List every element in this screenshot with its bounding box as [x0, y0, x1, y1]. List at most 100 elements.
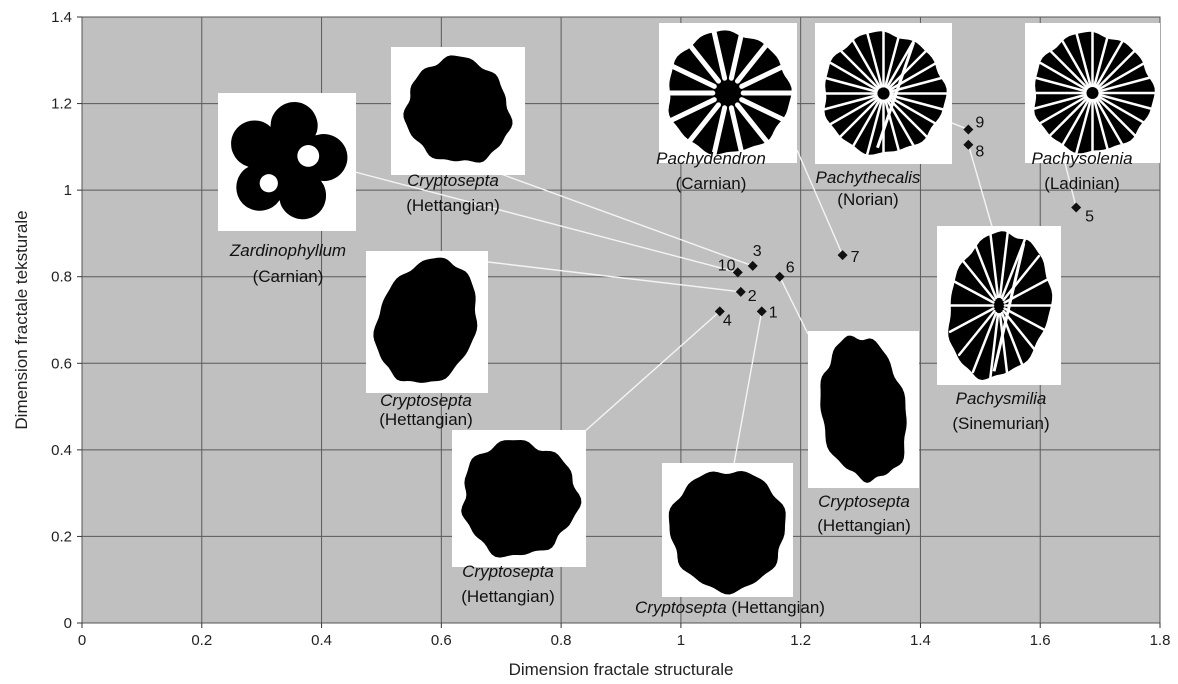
- stage-name: (Hettangian): [461, 587, 555, 606]
- coral-thumbnail: [452, 430, 586, 567]
- coral-septum: [992, 242, 1026, 372]
- stage-name: (Norian): [837, 190, 898, 209]
- data-point: [735, 286, 746, 297]
- coral-thumbnail: [808, 331, 919, 488]
- coral-septum: [739, 97, 788, 124]
- coral-septum: [668, 97, 717, 124]
- coral-septum: [668, 62, 717, 89]
- x-axis-ticks: 0 0.2 0.4 0.6 0.8 1 1.2 1.4 1.6 1.8: [78, 623, 1170, 649]
- coral-septum: [711, 28, 728, 81]
- stage-name: (Carnian): [676, 174, 747, 193]
- coral-silhouette: [373, 257, 478, 383]
- y-tick-label: 1: [64, 182, 72, 199]
- data-point: [774, 271, 785, 282]
- stage-name: (Sinemurian): [952, 414, 1049, 433]
- coral-septum: [734, 102, 771, 146]
- genus-name: Pachydendron: [656, 149, 766, 168]
- coral-septum: [865, 31, 883, 88]
- data-point: [714, 306, 725, 317]
- genus-name: Cryptosepta: [818, 492, 910, 511]
- stage-name: (Hettangian): [406, 196, 500, 215]
- coral-septum: [1097, 60, 1148, 91]
- x-tick-label: 0.2: [191, 632, 212, 649]
- coral-septum: [1002, 254, 1041, 302]
- genus-name: Zardinophyllum: [229, 241, 346, 260]
- coral-septum: [1093, 98, 1110, 155]
- coral-septum: [998, 312, 1010, 383]
- coral-thumbnail: [366, 251, 488, 393]
- coral-septum: [821, 94, 878, 112]
- genus-name: Pachysolenia: [1031, 149, 1132, 168]
- coral-septum: [1060, 37, 1091, 89]
- coral-septum: [957, 309, 996, 357]
- point-label: 8: [975, 144, 984, 161]
- coral-septum: [734, 40, 771, 84]
- coral-septum: [1002, 309, 1041, 357]
- coral-thumbnails: [218, 23, 1160, 597]
- coral-septum: [948, 307, 995, 334]
- point-label: 6: [786, 260, 795, 277]
- coral-septum: [1098, 75, 1154, 93]
- point-label: 4: [723, 312, 732, 329]
- leader-line: [967, 144, 994, 231]
- leader-line: [583, 310, 721, 433]
- data-point: [963, 124, 974, 135]
- coral-thumbnail: [815, 23, 952, 164]
- coral-silhouette: [948, 231, 1053, 380]
- y-tick-label: 0: [64, 615, 72, 632]
- data-point: [747, 260, 758, 271]
- x-tick-label: 0.4: [311, 632, 332, 649]
- x-tick-label: 0.6: [431, 632, 452, 649]
- stage-name: (Hettangian): [817, 516, 911, 535]
- x-tick-label: 0: [78, 632, 86, 649]
- coral-septum: [1094, 97, 1125, 149]
- coral-septum: [728, 105, 745, 158]
- point-label: 1: [769, 304, 778, 321]
- data-point: [756, 306, 767, 317]
- stage-name: (Carnian): [253, 267, 324, 286]
- point-label: 2: [748, 288, 757, 305]
- coral-septum: [1047, 96, 1089, 139]
- coral-septum: [1031, 93, 1087, 111]
- x-tick-label: 1.2: [790, 632, 811, 649]
- leader-line: [1064, 162, 1077, 208]
- coral-septum: [865, 99, 883, 156]
- coral-septum: [1096, 47, 1138, 90]
- y-tick-label: 0.4: [51, 442, 72, 459]
- stage-name: (Ladinian): [1044, 174, 1120, 193]
- coral-septum: [728, 28, 745, 81]
- coral-septum: [850, 98, 882, 150]
- y-axis-ticks: 0 0.2 0.4 0.6 0.8 1 1.2 1.4: [51, 9, 82, 632]
- coral-silhouette: [820, 335, 907, 483]
- coral-thumbnail: [218, 93, 356, 231]
- data-point: [837, 250, 848, 261]
- y-tick-label: 0.8: [51, 269, 72, 286]
- coral-septum: [1037, 60, 1088, 91]
- coral-septum: [988, 312, 1000, 383]
- data-point: [1071, 202, 1082, 213]
- coral-septum: [884, 31, 902, 88]
- coral-septum: [1003, 307, 1050, 334]
- x-tick-label: 1.6: [1030, 632, 1051, 649]
- coral-septum: [711, 105, 728, 158]
- coral-septum: [1075, 31, 1092, 88]
- coral-septum: [685, 102, 722, 146]
- coral-septum: [889, 75, 946, 93]
- coral-septum: [957, 254, 996, 302]
- coral-septum: [850, 37, 882, 89]
- coral-silhouette: [668, 471, 786, 595]
- leader-line: [733, 311, 763, 465]
- coral-septum: [827, 95, 879, 127]
- leader-line: [489, 169, 753, 267]
- genus-name: Cryptosepta: [380, 391, 472, 410]
- coral-septum: [971, 237, 998, 300]
- leader-line: [779, 276, 809, 335]
- coral-thumbnail: [1025, 23, 1160, 163]
- coral-septum: [889, 94, 946, 112]
- coral-septum: [887, 47, 930, 90]
- coral-septum: [885, 37, 917, 89]
- leader-lines: [354, 116, 1077, 465]
- data-point: [963, 139, 974, 150]
- coral-septum: [1098, 93, 1154, 111]
- coral-septum: [998, 228, 1010, 299]
